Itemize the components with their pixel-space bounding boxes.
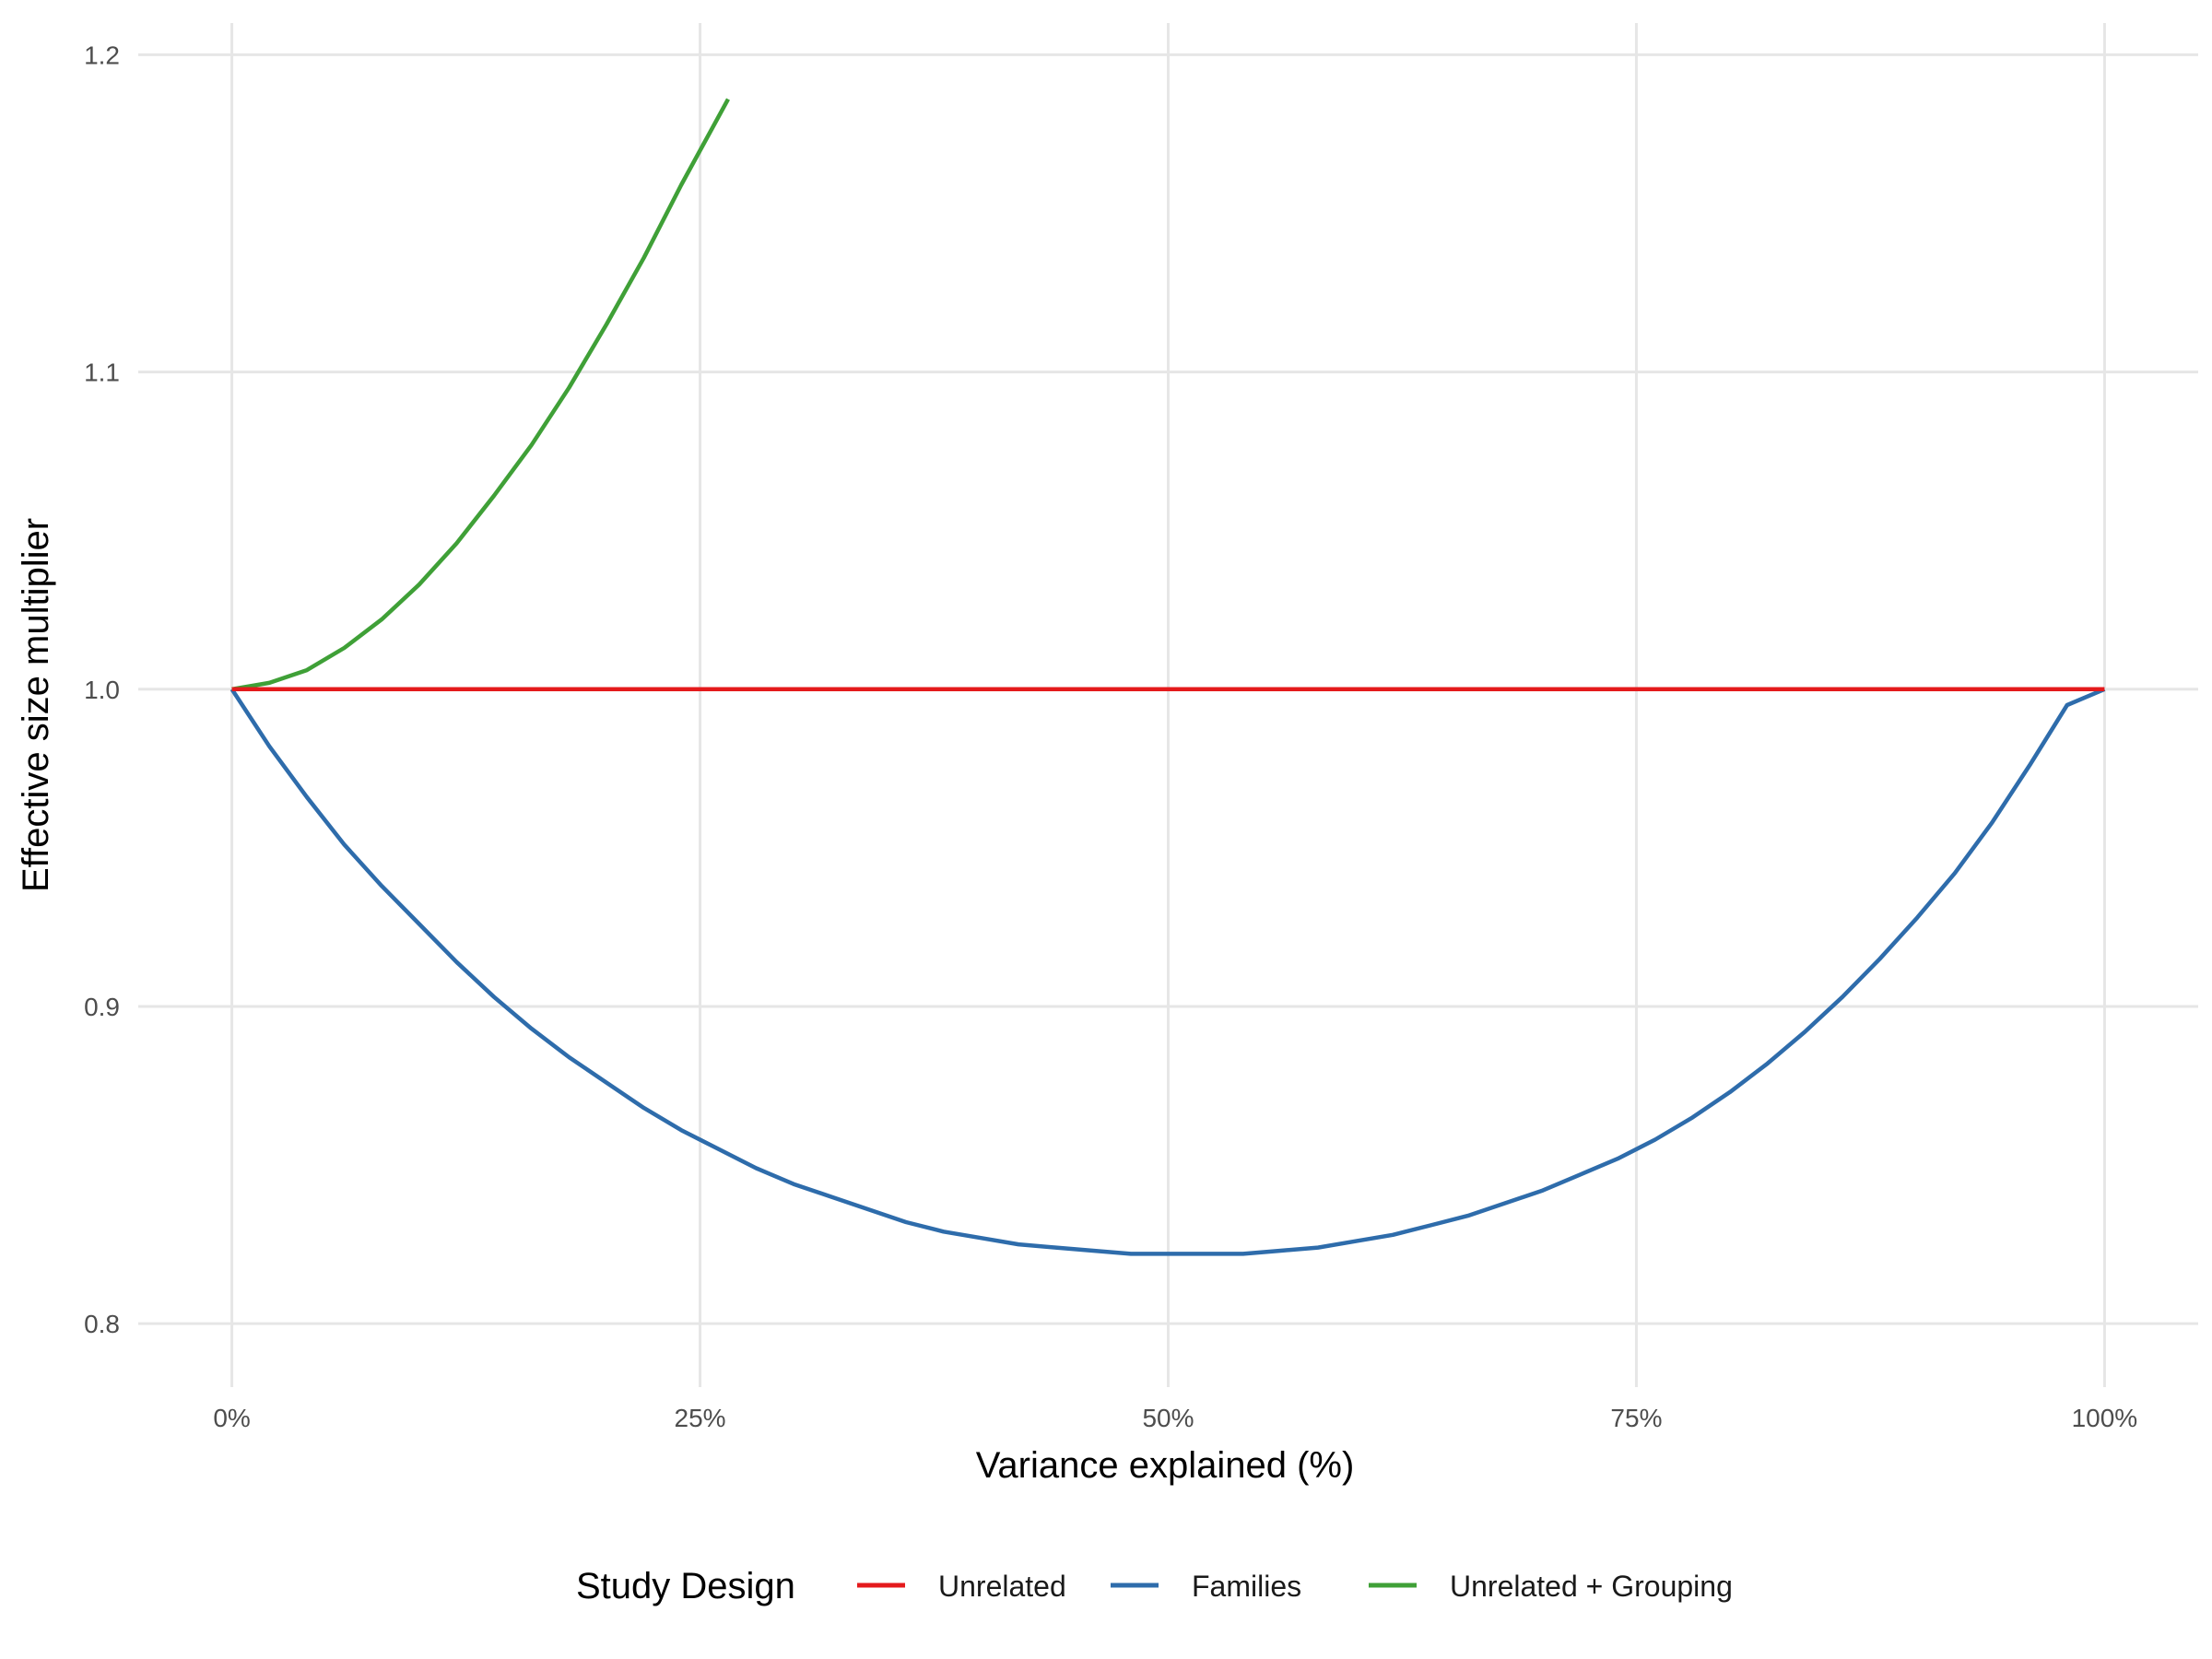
legend-label-unrelated: Unrelated bbox=[938, 1570, 1066, 1603]
legend-label-families: Families bbox=[1192, 1570, 1301, 1603]
x-axis-title: Variance explained (%) bbox=[976, 1445, 1355, 1486]
y-axis-ticks: 0.8 0.9 1.0 1.1 1.2 bbox=[84, 41, 120, 1338]
x-tick-label: 75% bbox=[1610, 1404, 1662, 1432]
series-lines bbox=[229, 98, 2106, 1256]
y-tick-label: 0.8 bbox=[84, 1310, 120, 1338]
grid-lines bbox=[138, 23, 2198, 1387]
y-tick-label: 0.9 bbox=[84, 993, 120, 1021]
x-tick-label: 100% bbox=[2072, 1404, 2138, 1432]
x-tick-label: 25% bbox=[675, 1404, 726, 1432]
legend-title: Study Design bbox=[576, 1566, 795, 1606]
y-tick-label: 1.0 bbox=[84, 676, 120, 704]
legend-label-unrelated-grouping: Unrelated + Grouping bbox=[1450, 1570, 1733, 1603]
y-axis-title: Effective size multiplier bbox=[16, 518, 56, 892]
series-line-families bbox=[229, 687, 2106, 1256]
series-line-unrelated-grouping bbox=[231, 98, 730, 692]
x-tick-label: 50% bbox=[1142, 1404, 1194, 1432]
x-axis-ticks: 0% 25% 50% 75% 100% bbox=[213, 1404, 2137, 1432]
legend: Study Design Unrelated Families Unrelated +… bbox=[576, 1566, 1733, 1606]
y-tick-label: 1.1 bbox=[84, 359, 120, 387]
y-tick-label: 1.2 bbox=[84, 41, 120, 69]
x-tick-label: 0% bbox=[213, 1404, 250, 1432]
